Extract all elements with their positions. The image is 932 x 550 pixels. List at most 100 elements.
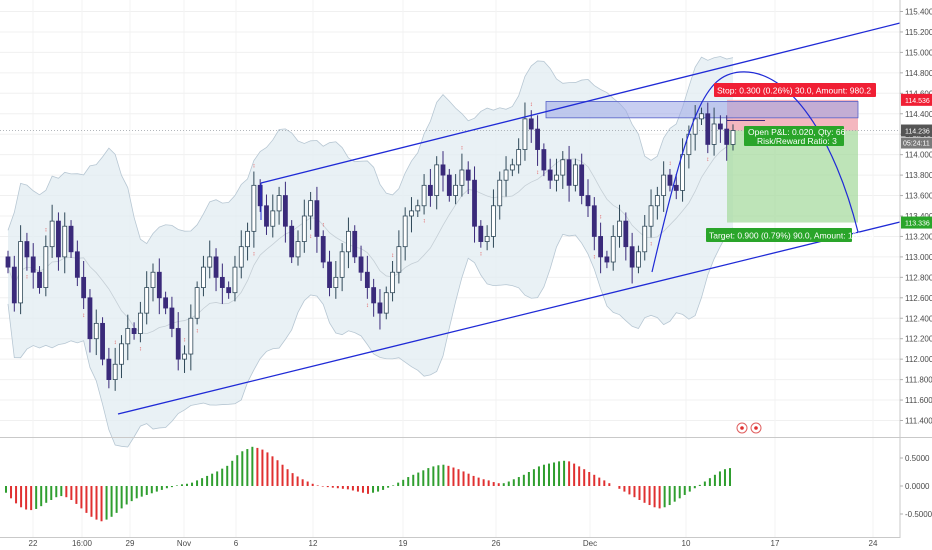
candle-down	[56, 220, 61, 258]
candle-up	[572, 164, 578, 186]
candle-down	[81, 276, 87, 299]
candle-down	[528, 118, 534, 130]
countdown-badge	[901, 137, 932, 149]
y-tick-label: 113.400	[905, 212, 932, 221]
candle-down	[705, 113, 711, 145]
candle-down	[598, 236, 604, 258]
candle-up	[308, 200, 314, 217]
y-tick-label: 113.000	[905, 253, 932, 262]
candle-up	[188, 317, 194, 355]
x-tick-label: 6	[234, 539, 239, 548]
candle-up	[251, 184, 257, 232]
candle-down	[585, 195, 591, 207]
arc-projection[interactable]	[651, 71, 859, 273]
target-price-label: 113.336	[905, 221, 930, 228]
candle-up	[333, 276, 339, 288]
candle-down	[352, 230, 358, 258]
candle-up	[617, 220, 622, 237]
candlestick-series	[5, 102, 736, 391]
candle-down	[74, 251, 80, 278]
countdown-label: 05:24:11	[903, 141, 930, 148]
candle-down	[535, 128, 540, 150]
candle-down	[24, 241, 30, 258]
candle-down	[427, 184, 433, 196]
candle-down	[11, 266, 17, 304]
candle-up	[301, 215, 307, 242]
y-tick-label: 112.000	[905, 355, 932, 364]
x-tick-label: 29	[126, 539, 135, 548]
fractal-down-marker: ↕	[479, 252, 482, 258]
candle-up	[125, 328, 131, 345]
y-tick-label: 112.200	[905, 335, 932, 344]
channel-upper-line[interactable]	[260, 22, 901, 184]
candle-down	[37, 271, 42, 288]
fractal-up-marker: ↕	[668, 161, 671, 167]
y-tick-label: 115.000	[905, 48, 932, 57]
y-tick-label: 111.800	[905, 376, 932, 385]
pnl-label-box	[744, 126, 844, 146]
osc-y-tick-label: 0.0000	[905, 482, 930, 491]
x-tick-label: 24	[869, 539, 878, 548]
candle-down	[5, 256, 11, 268]
candle-down	[673, 184, 679, 191]
candle-up	[137, 312, 143, 334]
y-tick-label: 115.200	[905, 28, 932, 37]
candle-down	[371, 287, 377, 304]
fractal-down-marker: ↕	[309, 234, 312, 240]
candle-down	[169, 307, 175, 329]
candle-down	[87, 297, 93, 340]
fractal-down-marker: ↕	[593, 254, 596, 260]
fractal-up-marker: ↕	[322, 222, 325, 228]
candle-down	[106, 358, 112, 380]
candle-up	[112, 363, 118, 381]
candle-down	[68, 225, 74, 253]
candle-up	[339, 251, 345, 278]
candle-up	[194, 287, 200, 319]
candle-down	[623, 220, 629, 248]
candle-down	[314, 200, 320, 237]
x-tick-label: 16:00	[72, 539, 93, 548]
candle-up	[49, 220, 55, 248]
y-tick-label: 112.400	[905, 314, 932, 323]
candle-down	[163, 297, 169, 309]
trade-labels: Stop: 0.300 (0.26%) 30.0, Amount: 980.2 O…	[706, 83, 876, 242]
fractal-up-marker: ↕	[599, 215, 602, 221]
candle-down	[226, 287, 232, 294]
x-tick-label: Dec	[583, 539, 597, 548]
candle-down	[547, 169, 553, 181]
candle-up	[43, 246, 49, 288]
y-tick-label: 112.600	[905, 294, 932, 303]
candle-down	[629, 246, 635, 268]
candle-up	[642, 225, 648, 253]
fractal-down-marker: ↕	[366, 303, 369, 309]
candle-up	[654, 195, 660, 207]
fractal-down-marker: ↕	[25, 275, 28, 281]
y-tick-label: 114.800	[905, 69, 932, 78]
candle-up	[661, 174, 667, 196]
x-tick-label: 12	[309, 539, 318, 548]
last-price-label: 114.236	[905, 129, 930, 136]
candle-down	[320, 236, 326, 263]
candle-up	[560, 159, 566, 176]
candle-down	[440, 164, 446, 176]
channel-lower-line[interactable]	[117, 221, 901, 415]
x-tick-label: 22	[29, 539, 38, 548]
candle-down	[472, 179, 477, 227]
candle-down	[667, 174, 673, 186]
y-tick-label: 115.400	[905, 8, 932, 17]
bollinger-mid	[7, 142, 734, 334]
candle-up	[93, 322, 99, 340]
candle-down	[156, 271, 162, 299]
x-tick-label: 19	[399, 539, 408, 548]
fractal-down-marker: ↕	[423, 218, 426, 224]
candle-up	[692, 118, 698, 135]
candle-up	[610, 236, 616, 263]
x-tick-label: 10	[682, 539, 691, 548]
candle-down	[358, 256, 364, 273]
trendline-drawings[interactable]	[117, 22, 901, 415]
candle-up	[699, 113, 704, 120]
